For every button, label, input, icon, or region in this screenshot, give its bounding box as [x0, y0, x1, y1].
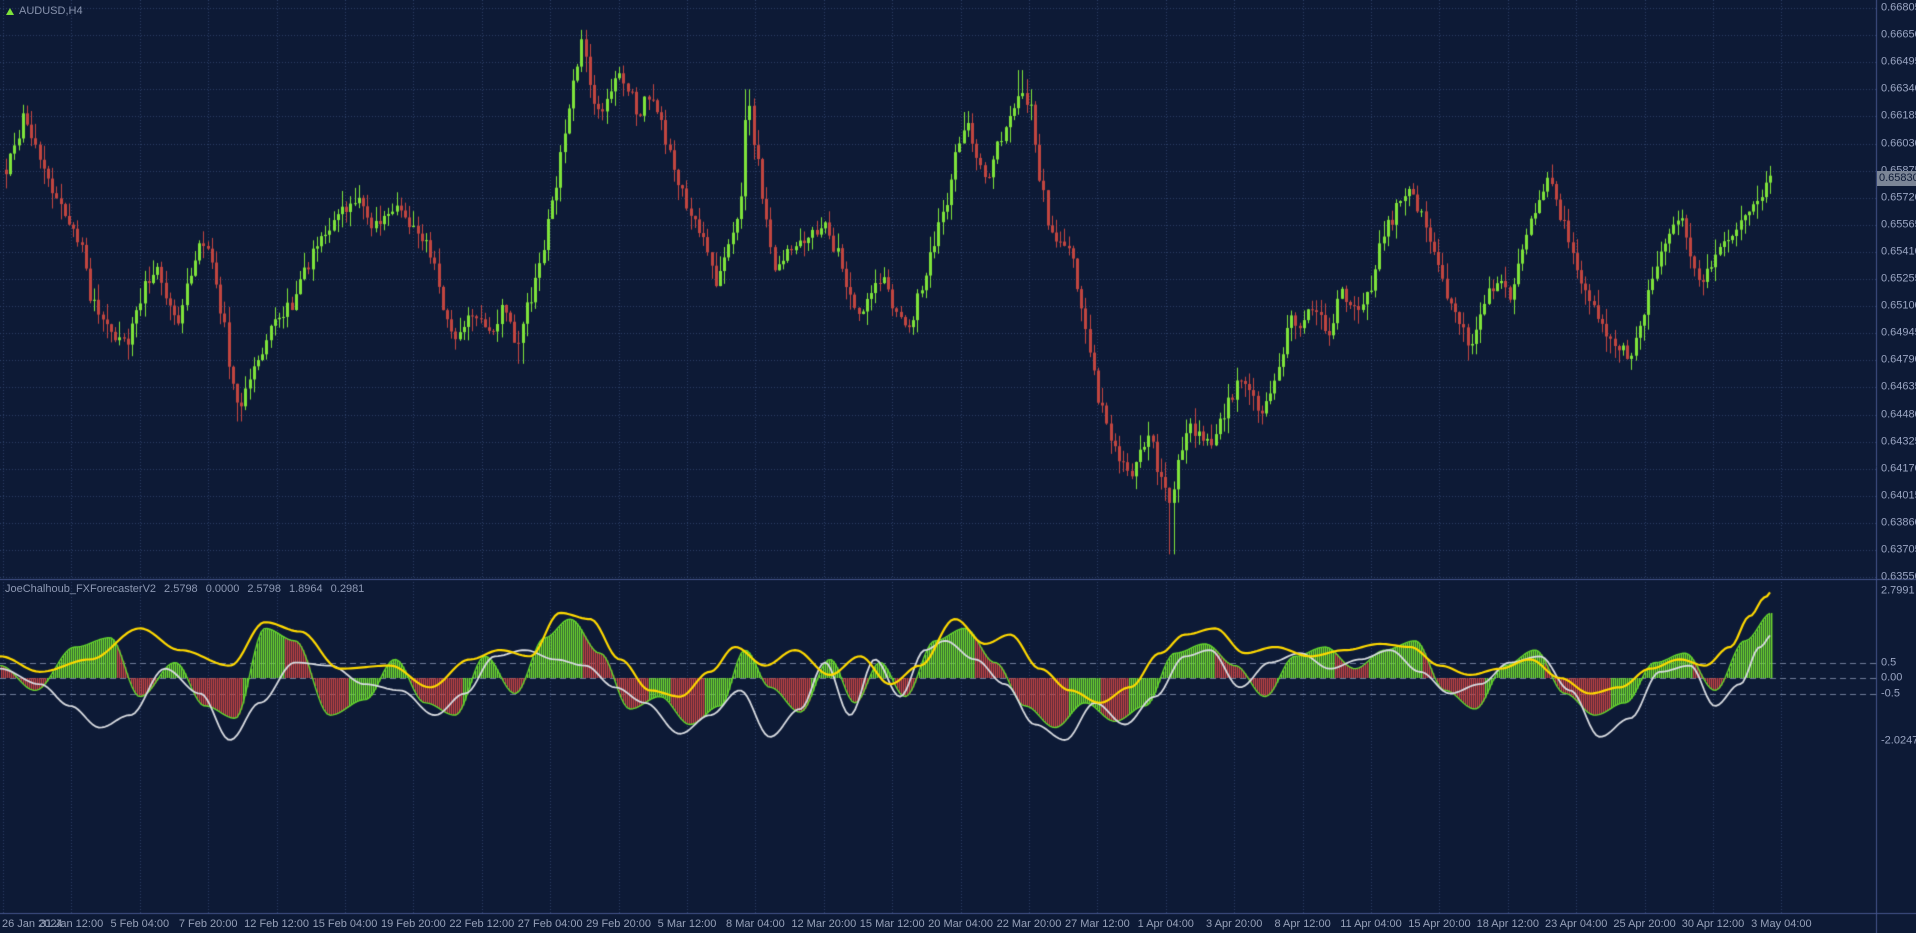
time-axis-label: 18 Apr 12:00: [1476, 918, 1539, 930]
time-axis-label: 22 Mar 20:00: [996, 918, 1062, 930]
time-axis-label: 15 Mar 12:00: [859, 918, 925, 930]
time-axis-label: 15 Apr 20:00: [1408, 918, 1471, 930]
indicator-axis-label: 0.00: [1881, 671, 1903, 684]
indicator-value: 0.2981: [330, 583, 365, 595]
price-axis-label: 0.64635: [1881, 380, 1916, 393]
indicator-value: 0.0000: [205, 583, 240, 595]
time-axis-label: 23 Apr 04:00: [1544, 918, 1608, 930]
symbol-title: AUDUSD,H4: [6, 5, 83, 17]
time-axis-label: 8 Apr 12:00: [1274, 918, 1331, 930]
indicator-label: JoeChalhoub_FXForecasterV2 2.5798 0.0000 2.…: [5, 583, 364, 595]
triangle-up-icon: [6, 7, 14, 15]
time-axis-label: 5 Feb 04:00: [110, 918, 170, 930]
time-axis-label: 27 Mar 12:00: [1064, 918, 1130, 930]
price-axis-label: 0.65255: [1881, 272, 1916, 285]
time-axis-label: 7 Feb 20:00: [178, 918, 238, 930]
price-axis-label: 0.66495: [1881, 55, 1916, 68]
indicator-value: 2.5798: [247, 583, 281, 595]
indicator-value: 2.5798: [164, 583, 198, 595]
price-axis-label: 0.66805: [1881, 1, 1916, 14]
time-axis-label: 12 Feb 12:00: [244, 918, 310, 930]
price-axis-label: 0.65565: [1881, 218, 1916, 231]
time-axis-label: 3 May 04:00: [1751, 918, 1812, 930]
indicator-name: JoeChalhoub_FXForecasterV2: [5, 583, 157, 595]
time-axis-label: 8 Mar 04:00: [726, 918, 785, 930]
price-axis-label: 0.65875: [1881, 165, 1916, 176]
time-axis-label: 22 Feb 12:00: [449, 918, 515, 930]
price-axis-label: 0.64945: [1881, 326, 1916, 339]
indicator-axis-label: -2.0247: [1881, 734, 1916, 747]
time-axis-label: 12 Mar 20:00: [791, 918, 857, 930]
price-axis-label: 0.66185: [1881, 109, 1916, 122]
symbol-label: AUDUSD,H4: [19, 5, 83, 17]
time-axis-label: 3 Apr 20:00: [1206, 918, 1263, 930]
time-axis-label: 5 Mar 12:00: [657, 918, 717, 930]
indicator-values: 2.5798 0.0000 2.5798 1.8964 0.2981: [156, 583, 364, 595]
time-axis-label: 25 Apr 20:00: [1613, 918, 1676, 930]
time-axis-label: 15 Feb 04:00: [312, 918, 378, 930]
time-axis-label: 20 Mar 04:00: [928, 918, 994, 930]
indicator-axis-label: 2.7991: [1881, 584, 1915, 597]
time-axis-label: 31 Jan 12:00: [39, 918, 104, 930]
price-axis-label: 0.64325: [1881, 435, 1916, 448]
price-axis-label: 0.64015: [1881, 489, 1916, 502]
time-axis-label: 11 Apr 04:00: [1340, 918, 1402, 930]
current-price-box: 0.65830: [1877, 170, 1916, 186]
time-axis-label: 30 Apr 12:00: [1681, 918, 1745, 930]
time-axis-label: 1 Apr 04:00: [1137, 918, 1194, 930]
price-axis-label: 0.63705: [1881, 543, 1916, 556]
indicator-axis-label: -0.5: [1881, 687, 1900, 699]
indicator-axis-label: 0.5: [1881, 656, 1897, 668]
indicator-value: 1.8964: [289, 583, 323, 595]
time-axis-label: 19 Feb 20:00: [380, 918, 446, 930]
time-axis-label: 26 Jan 2024: [2, 918, 63, 930]
time-axis-label: 27 Feb 04:00: [517, 918, 583, 930]
time-axis-label: 29 Feb 20:00: [586, 918, 652, 930]
